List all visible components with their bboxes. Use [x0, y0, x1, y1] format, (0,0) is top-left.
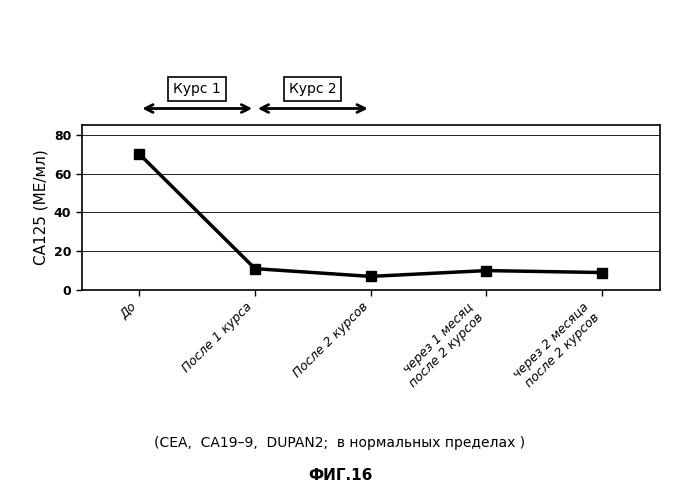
Y-axis label: СА125 (МЕ/мл): СА125 (МЕ/мл) [33, 150, 48, 266]
Text: (CEA,  CA19–9,  DUPAN2;  в нормальных пределах ): (CEA, CA19–9, DUPAN2; в нормальных преде… [154, 436, 526, 450]
Text: Курс 2: Курс 2 [289, 82, 337, 96]
Text: ФИГ.16: ФИГ.16 [308, 468, 372, 482]
Text: Курс 1: Курс 1 [173, 82, 221, 96]
